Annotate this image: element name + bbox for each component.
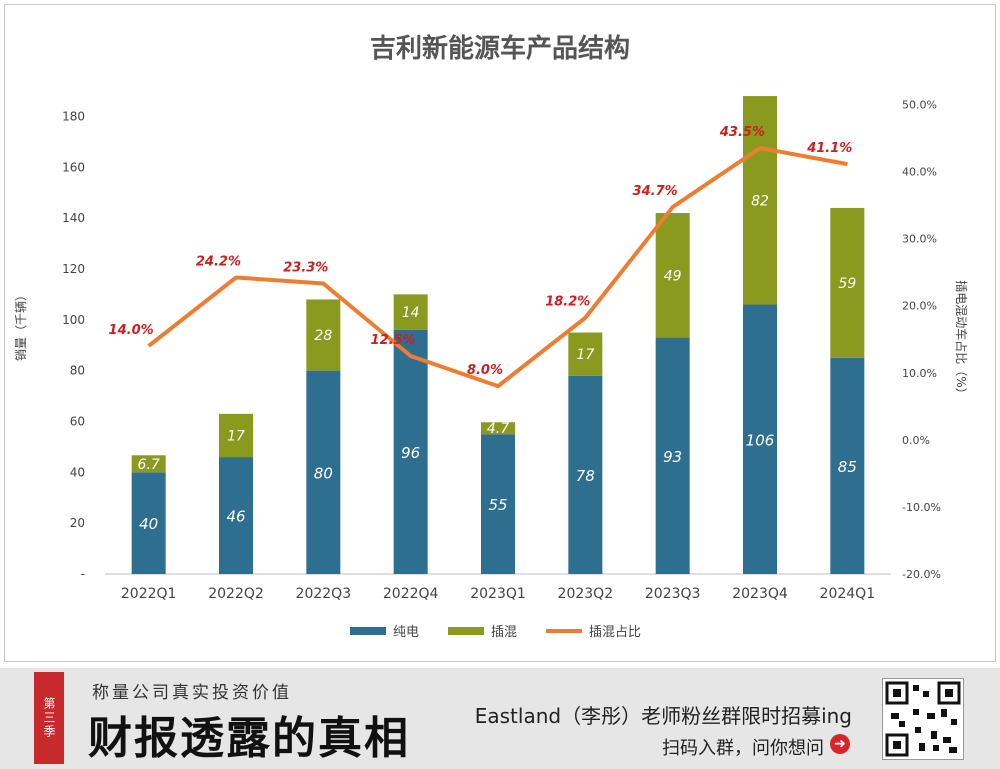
y-tick-label: 60 [70,414,85,428]
y-tick-label: 40 [70,465,85,479]
bar-bev [568,375,603,574]
share-value-label: 23.3% [283,261,328,276]
phev-value-label: 49 [664,268,682,284]
x-tick-label: 2024Q1 [820,586,876,602]
bev-value-label: 106 [746,431,775,449]
x-tick-label: 2023Q2 [558,586,614,602]
y-axis-title: 销量（千辆） [14,289,28,361]
bev-value-label: 85 [838,458,857,476]
legend-swatch-phev [448,627,484,635]
legend-label-share: 插混占比 [589,625,641,640]
bar-phev [568,332,603,376]
x-tick-label: 2022Q4 [383,586,439,602]
bar-bev [219,457,253,574]
y2-tick-label: -20.0% [902,568,941,581]
legend-swatch-bev [350,627,386,635]
bar-bev [743,304,777,574]
share-value-label: 14.0% [109,323,154,338]
chart: 吉利新能源车产品结构 - 20 40 60 80 100 120 140 160 180 -20.0%… [14,33,969,640]
phev-value-label: 4.7 [487,421,509,437]
share-value-label: 41.1% [806,141,852,156]
legend-label-phev: 插混 [491,625,517,640]
bar-phev [131,455,166,473]
x-tick-label: 2023Q4 [732,586,788,602]
chart-frame: 吉利新能源车产品结构 - 20 40 60 80 100 120 140 160 180 -20.0%… [4,4,996,662]
y2-tick-label: 50.0% [902,98,937,111]
banner-title: 财报透露的真相 [88,713,410,764]
phev-value-label: 17 [576,347,594,363]
y2-tick-label: -10.0% [902,501,941,514]
recruit-text: Eastland（李彤）老师粉丝群限时招募ing [474,704,852,728]
phev-value-label: 6.7 [138,457,160,473]
y-tick-label: 20 [70,516,85,530]
share-value-label: 24.2% [196,254,241,269]
phev-value-label: 28 [314,328,332,344]
bev-value-label: 40 [139,515,158,533]
bar-bev [830,357,865,574]
bev-value-label: 46 [226,508,245,526]
phev-value-label: 82 [751,193,769,209]
arrow-icon[interactable]: ➜ [830,734,850,754]
share-value-label: 34.7% [633,184,678,199]
x-tick-label: 2023Q3 [645,586,701,602]
phev-value-label: 17 [227,428,245,444]
bev-value-label: 80 [314,464,333,482]
qr-pattern [885,681,961,757]
x-tick-label: 2023Q1 [470,586,526,602]
share-value-label: 18.2% [545,295,590,310]
y2-tick-label: 10.0% [902,367,937,380]
bar-phev [743,96,777,305]
y-tick-label: 140 [62,211,85,225]
bar-phev [830,207,865,358]
bar-phev [393,294,428,330]
y2-tick-label: 30.0% [902,233,937,246]
bar-bev [481,434,515,574]
bar-bev [131,472,166,574]
bev-value-label: 78 [576,467,595,485]
bar-bev [306,370,341,574]
y2-tick-label: 40.0% [902,166,937,179]
bar-phev [481,422,515,435]
bev-value-label: 55 [488,496,507,514]
season-tag: 第三季 [34,672,64,764]
bar-bev [393,329,428,574]
y-tick-label: 180 [62,109,85,123]
bev-value-label: 96 [401,444,420,462]
line-phev-share [147,146,848,389]
phev-value-label: 59 [838,276,856,292]
y-tick-label: 80 [70,364,85,378]
share-value-label: 12.5% [371,333,416,348]
y-tick-label: 100 [62,313,85,327]
qr-code-icon[interactable] [882,678,964,760]
y2-axis-title: 插电混动车占比（%） [954,280,969,399]
bar-phev [655,213,690,338]
y2-tick-label: 20.0% [902,300,937,313]
y-tick-label: - [81,567,85,581]
y-tick-label: 120 [62,262,85,276]
bev-value-label: 93 [663,448,682,466]
legend-label-bev: 纯电 [393,625,419,640]
y-tick-label: 160 [62,160,85,174]
promo-banner: 第三季 称量公司真实投资价值 财报透露的真相 Eastland（李彤）老师粉丝群… [0,668,1000,769]
bar-phev [219,413,253,458]
banner-subtitle: 称量公司真实投资价值 [92,683,292,703]
x-tick-label: 2022Q3 [296,586,352,602]
x-tick-label: 2022Q2 [208,586,264,602]
share-value-label: 43.5% [719,125,765,140]
chart-title: 吉利新能源车产品结构 [370,33,630,64]
scan-text: 扫码入群，问你想问 [662,738,824,759]
bar-phev [306,299,341,371]
bar-bev [655,337,690,574]
y2-tick-label: 0.0% [902,434,930,447]
x-tick-label: 2022Q1 [121,586,177,602]
share-value-label: 8.0% [467,363,503,378]
phev-value-label: 14 [402,305,420,321]
